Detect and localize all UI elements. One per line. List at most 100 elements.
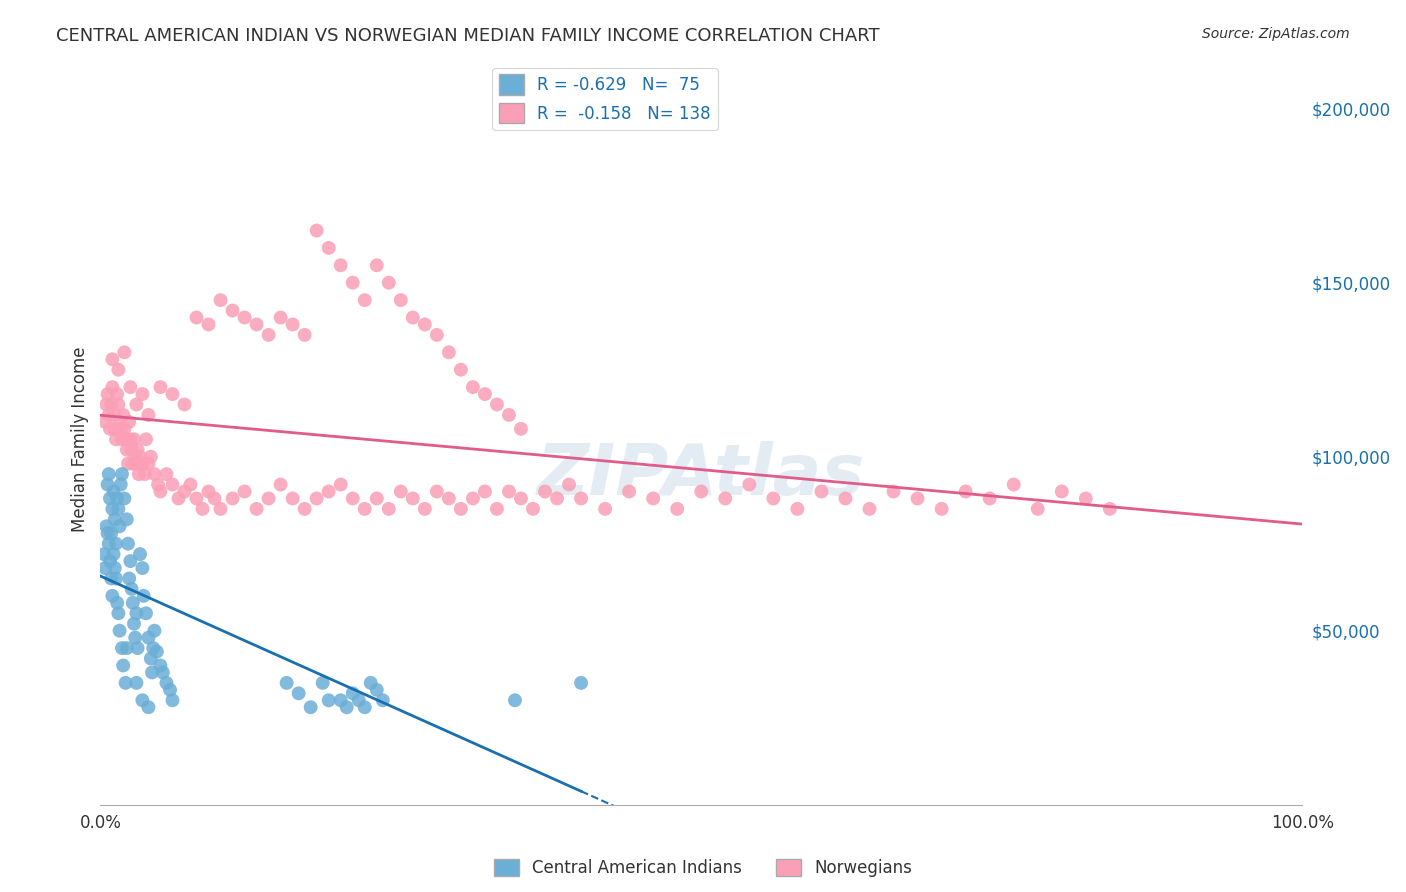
Point (112, 408, 135, 422)
Point (1002, 477, 1025, 491)
Point (257, 327, 280, 342)
Point (437, 345, 460, 359)
Point (155, 676, 177, 690)
Point (366, 682, 388, 697)
Point (485, 397, 508, 411)
Point (125, 607, 148, 621)
Point (318, 693, 340, 707)
Point (115, 641, 138, 656)
Point (221, 491, 243, 506)
Point (342, 491, 364, 506)
Point (191, 502, 214, 516)
Point (118, 415, 141, 429)
Point (120, 554, 142, 568)
Point (146, 477, 169, 491)
Point (125, 457, 148, 471)
Point (107, 397, 129, 411)
Point (135, 432, 157, 446)
Legend: Central American Indians, Norwegians: Central American Indians, Norwegians (488, 852, 918, 884)
Point (97, 387, 120, 401)
Point (100, 397, 122, 411)
Point (883, 484, 905, 499)
Point (112, 658, 135, 673)
Point (103, 484, 125, 499)
Point (107, 502, 129, 516)
Point (329, 693, 352, 707)
Point (131, 561, 153, 575)
Point (98, 491, 121, 506)
Point (128, 467, 150, 482)
Point (276, 676, 298, 690)
Point (534, 484, 557, 499)
Point (104, 422, 127, 436)
Point (97, 526, 120, 541)
Point (125, 676, 148, 690)
Point (115, 442, 138, 457)
Point (105, 387, 128, 401)
Point (318, 484, 340, 499)
Point (510, 422, 533, 436)
Point (117, 537, 139, 551)
Point (426, 484, 449, 499)
Point (474, 484, 496, 499)
Point (122, 616, 145, 631)
Point (111, 641, 134, 656)
Point (617, 484, 640, 499)
Point (100, 572, 122, 586)
Text: CENTRAL AMERICAN INDIAN VS NORWEGIAN MEDIAN FAMILY INCOME CORRELATION CHART: CENTRAL AMERICAN INDIAN VS NORWEGIAN MED… (56, 27, 880, 45)
Point (94, 415, 117, 429)
Point (162, 693, 184, 707)
Point (115, 512, 138, 526)
Point (197, 484, 219, 499)
Point (98, 422, 121, 436)
Point (233, 310, 256, 325)
Point (131, 387, 153, 401)
Point (118, 572, 141, 586)
Point (111, 432, 134, 446)
Point (149, 380, 172, 394)
Point (173, 484, 195, 499)
Point (121, 442, 143, 457)
Point (138, 700, 160, 714)
Point (402, 491, 425, 506)
Point (114, 676, 136, 690)
Point (131, 693, 153, 707)
Point (97, 467, 120, 482)
Y-axis label: Median Family Income: Median Family Income (72, 347, 89, 532)
Point (162, 387, 184, 401)
Point (329, 258, 352, 272)
Point (107, 362, 129, 376)
Point (97, 537, 120, 551)
Point (353, 700, 375, 714)
Point (498, 484, 520, 499)
Point (360, 676, 382, 690)
Point (342, 686, 364, 700)
Point (103, 408, 125, 422)
Point (167, 491, 190, 506)
Point (389, 293, 412, 307)
Point (179, 477, 201, 491)
Point (112, 491, 135, 506)
Point (299, 700, 322, 714)
Point (569, 676, 592, 690)
Point (132, 589, 155, 603)
Point (112, 422, 135, 436)
Point (281, 491, 304, 506)
Point (209, 293, 232, 307)
Point (450, 362, 472, 376)
Point (318, 241, 340, 255)
Point (124, 450, 146, 464)
Point (141, 665, 163, 680)
Point (366, 491, 388, 506)
Point (569, 491, 592, 506)
Point (503, 693, 526, 707)
Point (245, 502, 267, 516)
Point (378, 276, 401, 290)
Point (131, 457, 153, 471)
Point (197, 318, 219, 332)
Point (353, 502, 375, 516)
Point (149, 658, 172, 673)
Point (907, 491, 929, 506)
Point (257, 491, 280, 506)
Point (138, 408, 160, 422)
